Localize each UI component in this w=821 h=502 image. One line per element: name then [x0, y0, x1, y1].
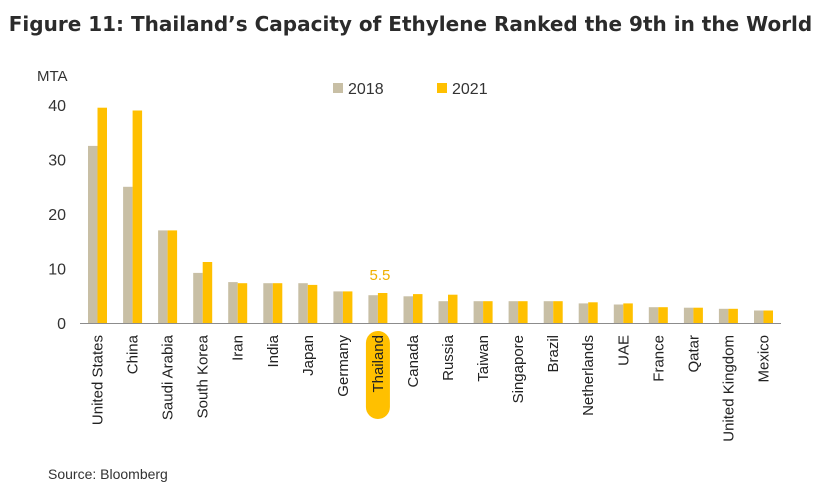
chart-title: Figure 11: Thailand’s Capacity of Ethyle…: [8, 12, 813, 36]
highlight-data-label: 5.5: [369, 267, 390, 284]
bar-2018-germany: [333, 291, 343, 323]
bar-2018-japan: [298, 283, 308, 323]
bar-2021-iran: [237, 283, 248, 323]
bar-2018-singapore: [508, 301, 519, 323]
legend-swatch-2018: [333, 83, 343, 93]
x-tick-label: Russia: [440, 334, 457, 381]
bars: [88, 107, 773, 324]
bar-2018-saudi-arabia: [158, 230, 168, 323]
bar-2018-uae: [613, 304, 624, 323]
bar-2018-france: [648, 307, 659, 323]
x-tick-label: South Korea: [195, 334, 212, 418]
x-tick-label: Saudi Arabia: [160, 334, 177, 420]
x-tick-label: United Kingdom: [720, 335, 737, 442]
bar-2018-thailand: [368, 295, 378, 323]
legend: 2018 2021: [333, 81, 488, 98]
x-tick-label: Canada: [405, 334, 422, 387]
bar-2021-mexico: [763, 310, 773, 323]
bar-2018-united-states: [88, 145, 98, 323]
x-tick-label: Germany: [335, 335, 352, 397]
x-tick-label: India: [265, 334, 282, 367]
highlight-pill: [365, 331, 390, 419]
bar-2021-canada: [413, 294, 423, 323]
bar-2021-taiwan: [483, 301, 493, 323]
bar-2021-france: [658, 307, 668, 323]
source-note: Source: Bloomberg: [48, 466, 168, 482]
bar-2021-brazil: [553, 301, 563, 323]
bar-2018-netherlands: [578, 303, 589, 323]
bar-2021-netherlands: [588, 302, 598, 323]
x-tick-label: United States: [90, 335, 107, 425]
bar-2021-china: [132, 110, 143, 323]
y-tick-label: 0: [57, 316, 66, 333]
bar-2018-mexico: [754, 310, 764, 323]
x-tick-label: UAE: [615, 335, 632, 366]
legend-label-2021: 2021: [452, 81, 488, 98]
bar-2021-japan: [307, 284, 318, 323]
bar-2018-qatar: [683, 307, 694, 323]
bar-2021-uae: [623, 303, 633, 323]
x-tick-label: Thailand: [370, 335, 387, 393]
bar-2018-india: [263, 283, 273, 323]
x-tick-label: Japan: [300, 335, 317, 376]
bar-2018-canada: [403, 296, 413, 323]
bar-2018-russia: [438, 301, 448, 323]
bar-2021-thailand: [377, 293, 388, 323]
bar-2018-taiwan: [473, 301, 484, 323]
legend-label-2018: 2018: [348, 81, 384, 98]
bar-2021-qatar: [693, 307, 703, 323]
x-tick-label: China: [125, 334, 142, 374]
bar-2018-iran: [228, 282, 238, 323]
bar-2021-south-korea: [202, 262, 213, 323]
x-tick-label: Brazil: [545, 335, 562, 373]
bar-2021-united-kingdom: [728, 308, 738, 323]
x-tick-label: Mexico: [755, 335, 772, 383]
bar-2018-south-korea: [193, 272, 203, 323]
x-axis: United States China Saudi Arabia South Kore…: [80, 267, 781, 442]
x-tick-label: France: [650, 335, 667, 382]
y-axis-label: MTA: [37, 68, 68, 85]
bar-2018-china: [123, 186, 133, 324]
x-tick-label: Singapore: [510, 335, 527, 403]
x-tick-label: Taiwan: [475, 335, 492, 382]
bar-2021-saudi-arabia: [167, 230, 178, 323]
x-tick-label: Iran: [230, 335, 247, 361]
x-tick-label: Qatar: [685, 335, 702, 373]
bar-2021-germany: [342, 291, 353, 323]
y-tick-label: 30: [48, 153, 66, 170]
y-tick-label: 10: [48, 262, 66, 279]
y-axis: MTA 0 10 20 30 40: [37, 68, 68, 333]
bar-2021-russia: [448, 294, 458, 323]
legend-swatch-2021: [437, 83, 447, 93]
x-tick-label: Netherlands: [580, 335, 597, 416]
bar-2018-united-kingdom: [718, 308, 729, 323]
bar-2021-singapore: [518, 301, 528, 323]
y-tick-label: 40: [48, 98, 66, 115]
bar-2018-brazil: [543, 301, 554, 323]
y-tick-label: 20: [48, 207, 66, 224]
bar-2021-united-states: [97, 107, 107, 323]
bar-2021-india: [272, 283, 283, 323]
